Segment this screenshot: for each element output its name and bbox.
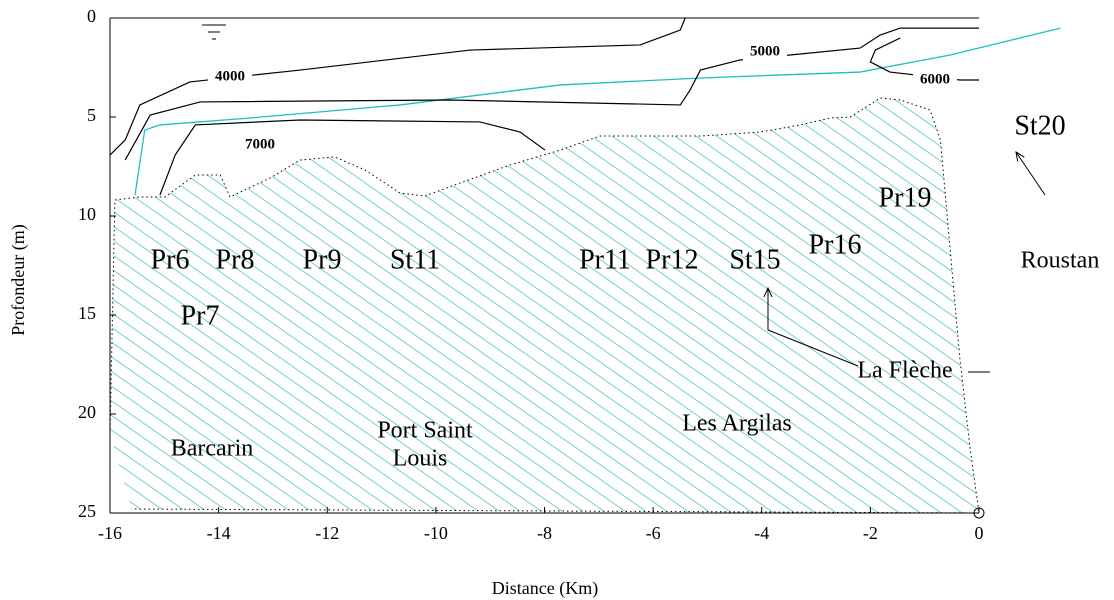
annotation: Port Saint bbox=[377, 418, 473, 444]
x-tick-label: -8 bbox=[537, 523, 552, 543]
contour-line bbox=[109, 17, 686, 156]
y-tick-label: 15 bbox=[78, 303, 96, 323]
annotation: Pr6 bbox=[151, 244, 190, 275]
x-tick-label: -10 bbox=[424, 523, 448, 543]
x-tick-label: -4 bbox=[754, 523, 769, 543]
annotation: Pr12 bbox=[646, 244, 699, 275]
contour-label-bg bbox=[743, 43, 787, 61]
annotation: Barcarin bbox=[171, 436, 254, 462]
contour-label: 6000 bbox=[920, 71, 950, 87]
contour-line bbox=[124, 27, 979, 161]
contour-label: 7000 bbox=[245, 136, 275, 152]
y-tick-label: 5 bbox=[87, 105, 96, 125]
water-surface-symbol bbox=[196, 17, 232, 40]
y-tick-label: 25 bbox=[78, 501, 96, 521]
annotation: Pr9 bbox=[303, 244, 342, 275]
annotation: Pr16 bbox=[809, 229, 862, 260]
annotation: Louis bbox=[393, 446, 448, 472]
y-tick-label: 20 bbox=[78, 402, 96, 422]
seabed-profile bbox=[109, 97, 980, 514]
annotation: Pr11 bbox=[579, 244, 631, 275]
y-tick-label: 10 bbox=[78, 204, 96, 224]
contour-label-bg bbox=[238, 136, 282, 154]
arrow bbox=[1016, 152, 1046, 196]
annotation: Roustan bbox=[1021, 248, 1100, 274]
annotation: St20 bbox=[1014, 110, 1065, 141]
annotation: St11 bbox=[390, 244, 440, 275]
contour-line bbox=[159, 119, 546, 196]
annotation: St15 bbox=[729, 244, 780, 275]
x-tick-label: 0 bbox=[975, 523, 984, 543]
arrow bbox=[768, 288, 859, 367]
x-tick-label: -14 bbox=[207, 523, 231, 543]
x-tick-label: -16 bbox=[98, 523, 122, 543]
contour-label-bg bbox=[913, 71, 957, 89]
x-tick-label: -12 bbox=[315, 523, 339, 543]
contour-line bbox=[869, 37, 979, 81]
seabed-area bbox=[110, 97, 979, 513]
annotation: Pr19 bbox=[879, 182, 932, 213]
contour-label: 5000 bbox=[750, 43, 780, 59]
annotation: Pr8 bbox=[216, 244, 255, 275]
annotation: La Flèche bbox=[857, 358, 952, 384]
contour-label: 4000 bbox=[215, 68, 245, 84]
plot-layer: 4000 5000 6000 7000 bbox=[109, 17, 1061, 514]
x-tick-label: -6 bbox=[646, 523, 661, 543]
y-axis-label: Profondeur (m) bbox=[8, 224, 29, 335]
annotation: Les Argilas bbox=[682, 411, 792, 437]
water-line bbox=[134, 27, 1061, 196]
contour-label-bg bbox=[208, 68, 252, 86]
y-tick-label: 0 bbox=[87, 6, 96, 26]
annotation: Pr7 bbox=[181, 300, 220, 331]
x-tick-label: -2 bbox=[863, 523, 878, 543]
x-axis-label: Distance (Km) bbox=[492, 578, 598, 599]
